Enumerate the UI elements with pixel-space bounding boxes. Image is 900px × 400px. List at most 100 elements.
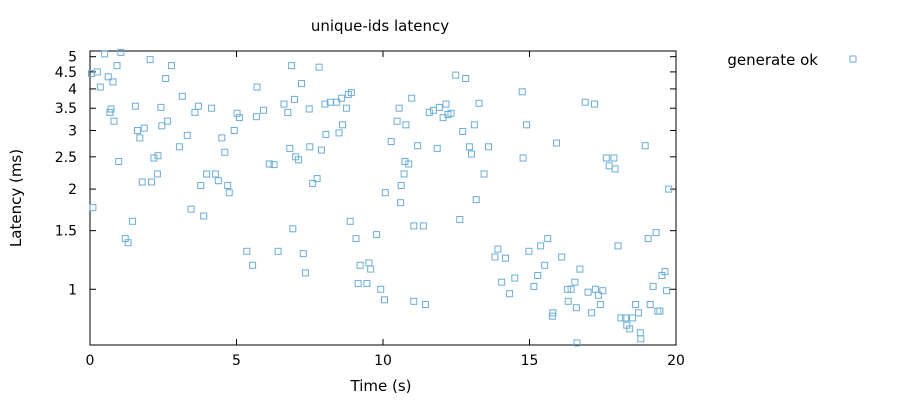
data-point [115,158,123,165]
data-point [525,247,533,255]
data-point [654,307,662,315]
data-point [397,199,405,207]
data-point [644,235,652,243]
data-point [225,189,233,197]
data-point [665,185,673,193]
y-tick-label: 1 [68,282,77,298]
data-point [291,95,298,103]
data-point [632,301,640,308]
data-point [265,160,273,168]
data-point [286,144,294,152]
data-point [435,103,443,111]
data-point [104,73,112,81]
data-point [395,104,403,112]
data-point [419,222,427,230]
data-point [622,314,630,322]
data-point [249,261,257,269]
data-point [641,142,649,150]
data-point [321,100,329,108]
data-point [230,127,238,134]
data-point [594,291,602,299]
data-point [572,304,580,312]
data-point [318,146,325,154]
data-point [591,100,598,108]
data-point [629,314,637,322]
data-point [140,124,148,132]
data-point [393,117,401,125]
data-point [113,62,121,70]
data-point [101,50,109,58]
data-point [553,139,560,147]
data-point [530,282,538,290]
data-point [646,301,654,308]
data-point [352,235,360,243]
data-point [549,309,557,317]
x-axis-title: Time (s) [350,377,412,395]
data-point [110,117,118,125]
data-point [233,109,241,117]
legend: generate ok [727,51,857,69]
data-points [88,48,673,347]
chart-title: unique-ids latency [311,17,449,35]
y-tick-label: 4.5 [55,65,77,81]
data-point [400,170,408,178]
data-point [146,56,154,64]
y-tick-label: 2 [68,182,77,198]
data-point [178,92,186,100]
data-point [109,78,117,86]
data-point [270,161,278,169]
data-point [365,259,373,267]
data-point [635,309,642,317]
data-point [260,106,267,114]
data-point [511,274,519,282]
data-point [243,247,251,255]
data-point [197,182,205,189]
data-point [218,134,226,142]
data-point [347,89,355,97]
data-point [402,121,410,129]
data-point [485,143,492,151]
y-tick-label: 4 [68,82,77,98]
data-point [252,113,260,121]
data-point [89,204,97,212]
y-axis: 1 1.5 2 2.5 3 3.5 44.55 [55,50,676,298]
data-point [284,108,292,116]
data-point [138,178,146,186]
data-point [387,138,395,145]
data-point [150,154,158,162]
data-point [442,100,450,108]
data-point [519,154,527,162]
legend-marker-generate-ok [849,55,857,63]
data-point [452,71,460,79]
data-point [305,105,313,113]
data-point [602,154,610,162]
data-point [663,287,671,295]
data-point [183,131,191,139]
data-point [591,285,599,293]
data-point [298,80,305,88]
data-point [373,231,381,239]
data-point [354,280,362,288]
data-point [652,229,660,237]
data-point [356,261,364,269]
data-point [425,108,433,116]
data-point [367,265,375,273]
data-point [117,48,125,56]
data-point [573,339,581,347]
legend-label-generate-ok: generate ok [727,51,818,69]
data-point [148,178,155,186]
data-point [649,282,657,290]
data-point [301,269,309,277]
data-point [462,75,470,82]
data-point [363,280,371,288]
y-tick-label: 3.5 [55,101,77,117]
plot-frame [89,50,677,346]
data-point [235,114,243,122]
data-point [274,247,282,255]
data-point [131,102,139,110]
data-point [153,170,161,178]
data-point [433,144,441,152]
x-tick-label: 10 [374,353,392,369]
data-point [93,68,101,76]
